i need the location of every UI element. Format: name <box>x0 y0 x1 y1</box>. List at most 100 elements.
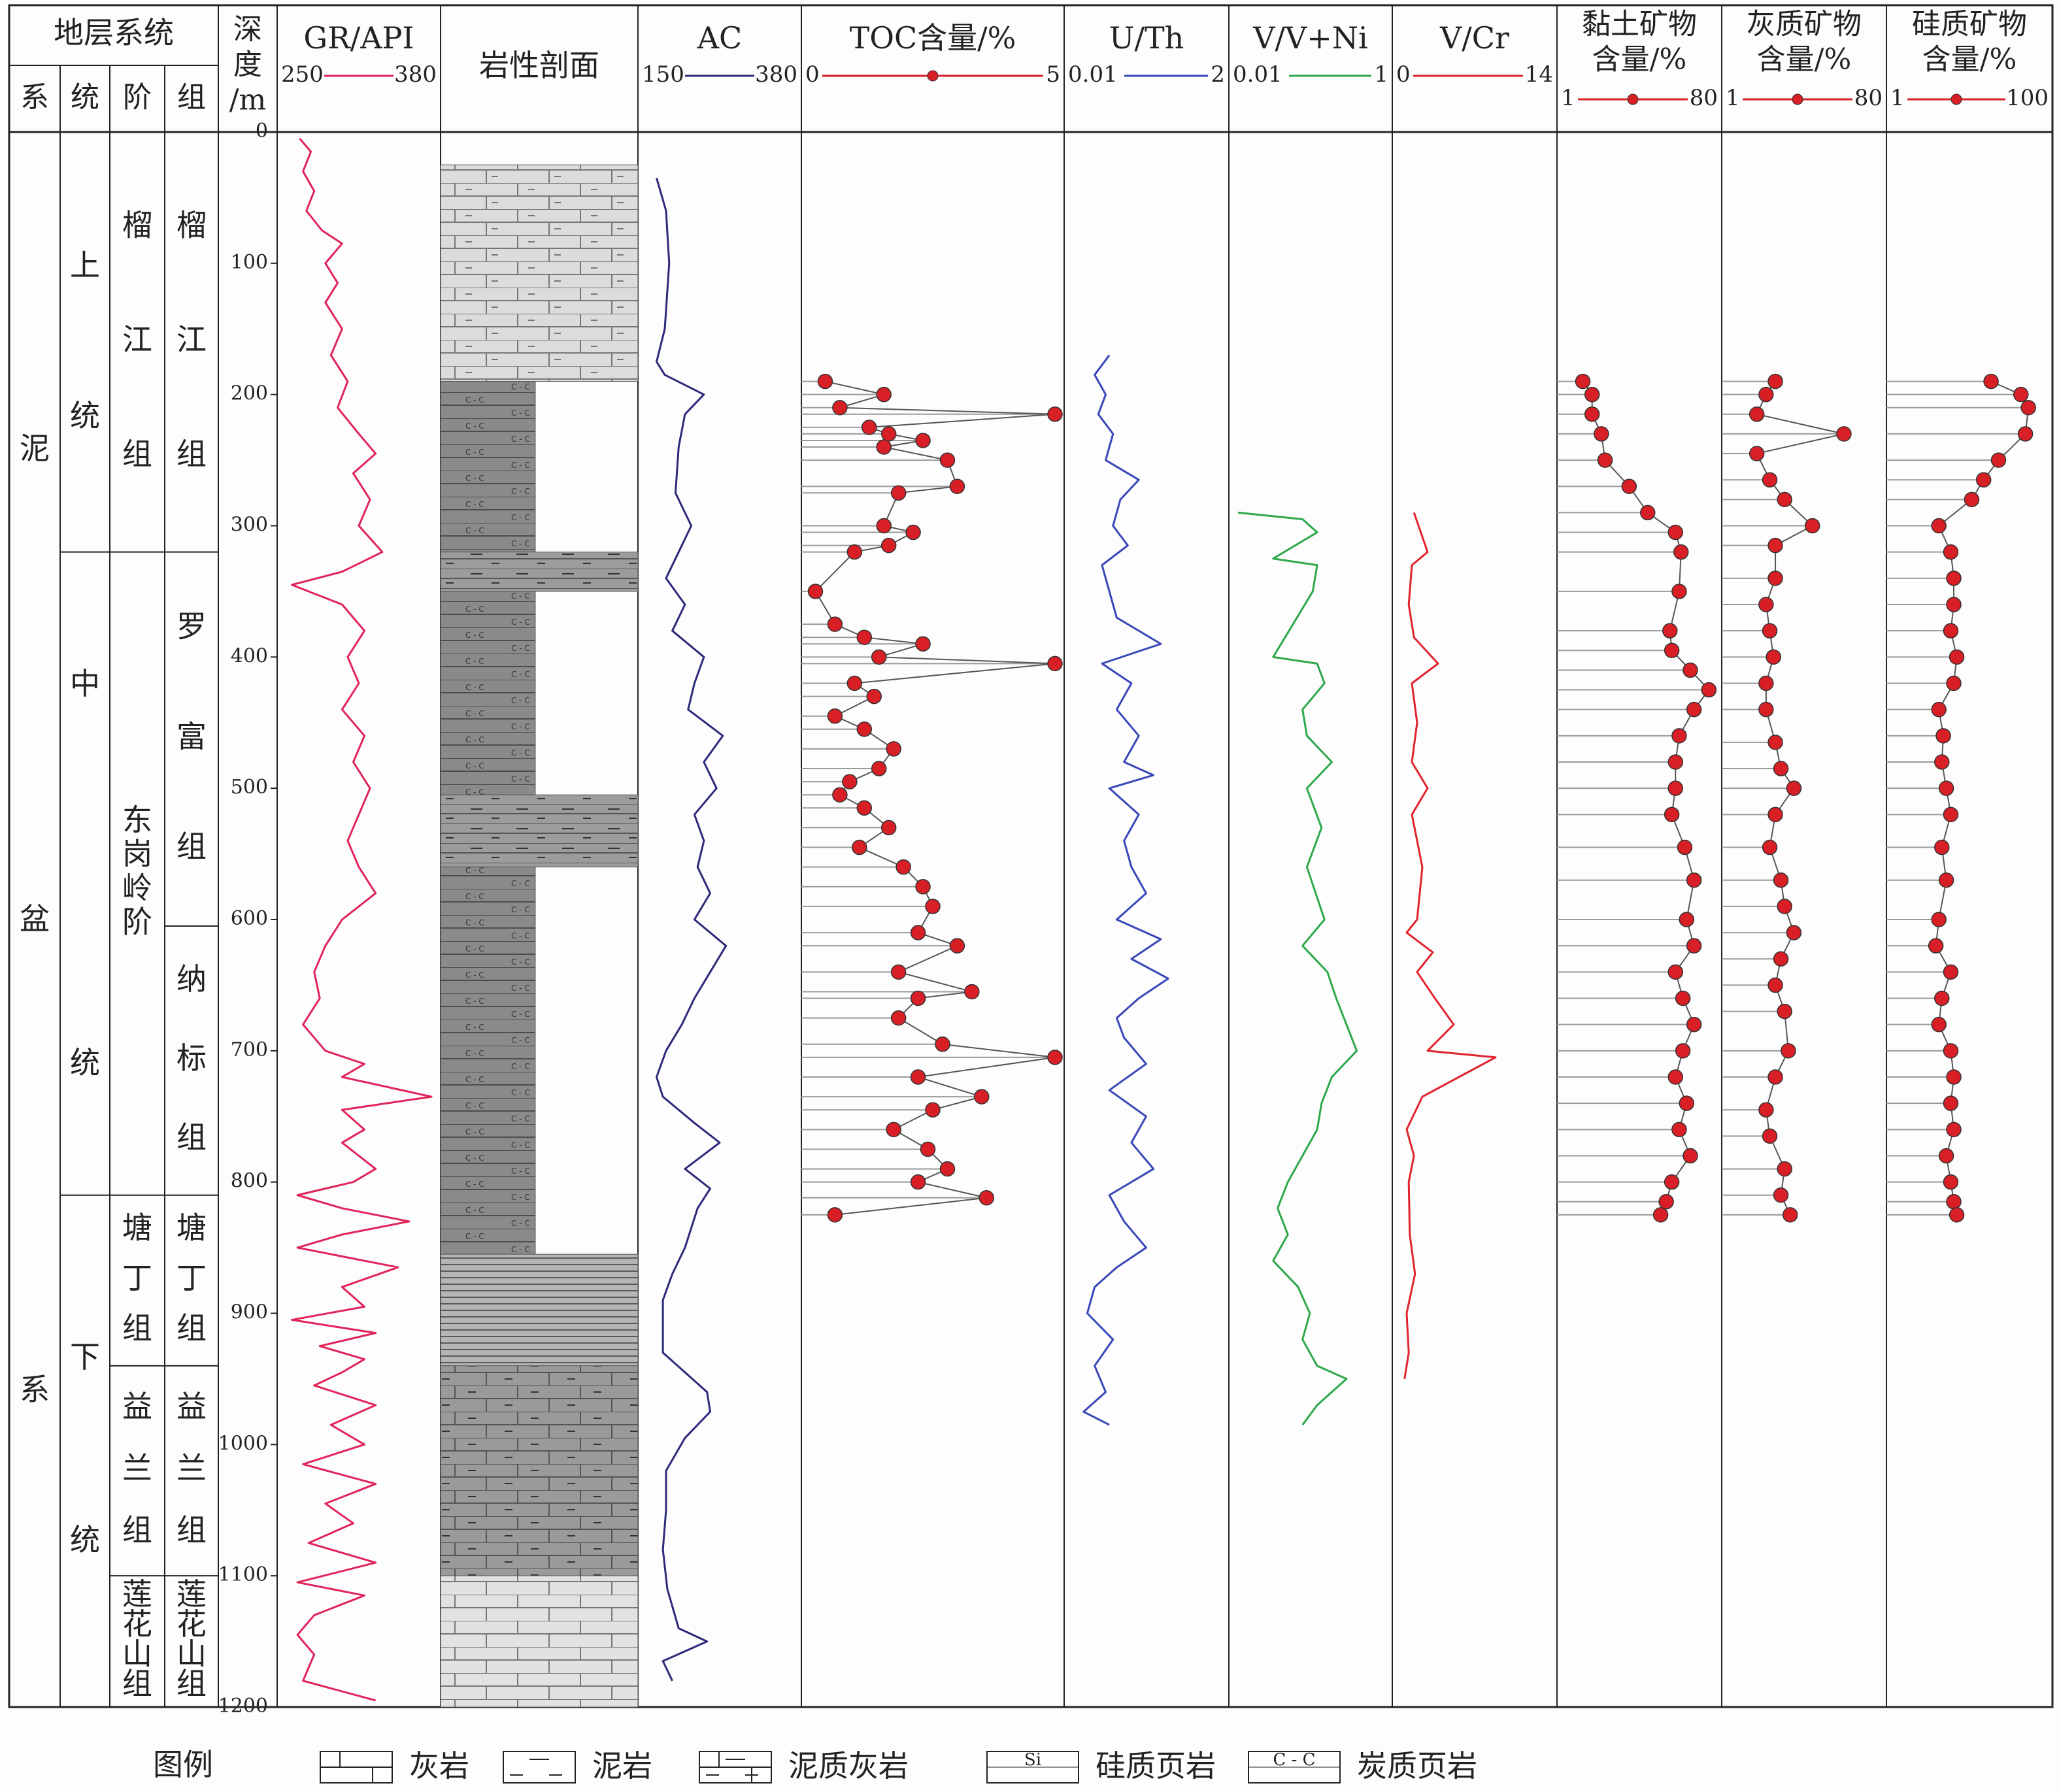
calc-point <box>1777 1161 1792 1177</box>
formation-char: 益 <box>176 1389 207 1424</box>
calc-point <box>1805 518 1820 534</box>
calc-point <box>1836 426 1852 442</box>
calc-point <box>1777 1003 1792 1020</box>
calc-point <box>1773 761 1789 776</box>
clay-scale-min: 1 <box>1561 85 1575 111</box>
calc-point <box>1762 839 1778 855</box>
toc-point <box>856 800 873 816</box>
toc-point <box>866 688 882 705</box>
uth-curve <box>1082 354 1169 1426</box>
toc-point <box>846 544 863 560</box>
toc-point <box>949 478 965 494</box>
legend-label: 泥质灰岩 <box>788 1748 909 1784</box>
toc-point <box>871 761 887 776</box>
formation-char: 组 <box>176 1512 207 1548</box>
sil-point <box>1938 872 1954 888</box>
sil-point <box>1931 518 1947 534</box>
legend-swatch-brick <box>320 1751 392 1783</box>
clay-point <box>1675 1043 1691 1059</box>
stage-char: 花 <box>122 1606 152 1642</box>
clay-point <box>1679 1095 1695 1111</box>
clay-point <box>1667 524 1684 540</box>
toc-point <box>876 439 892 455</box>
clay-point <box>1664 1174 1680 1190</box>
calc-point <box>1749 446 1765 461</box>
clay-point <box>1667 754 1684 770</box>
ac-scale-max: 380 <box>755 61 797 88</box>
toc-point <box>920 1141 936 1157</box>
sil-point <box>1938 1148 1954 1164</box>
toc-point <box>949 938 965 954</box>
clay-point <box>1667 964 1684 980</box>
series-char: 中 <box>70 666 100 701</box>
clay-series <box>1557 373 1717 1223</box>
toc-point <box>856 629 873 645</box>
toc-point <box>979 1190 995 1206</box>
vvni-scale-max: 1 <box>1374 61 1388 88</box>
clay-track-title: 黏土矿物 <box>1582 8 1697 41</box>
stage-char: 山 <box>122 1636 152 1671</box>
clay-point <box>1667 780 1684 796</box>
sil-point <box>1934 990 1950 1006</box>
toc-scale-min: 0 <box>805 61 820 88</box>
toc-point <box>846 675 863 691</box>
sil-point <box>1931 1016 1947 1033</box>
toc-point <box>827 708 843 724</box>
calc-point <box>1786 925 1802 940</box>
lithology-bed <box>440 1575 639 1708</box>
legend-item: 灰岩 <box>320 1748 469 1784</box>
stage-char: 组 <box>122 1512 152 1548</box>
calc-point <box>1767 537 1783 554</box>
toc-point <box>807 584 824 599</box>
toc-point <box>880 537 897 554</box>
legend-title: 图例 <box>153 1747 213 1782</box>
calc-point <box>1782 1207 1798 1223</box>
stage-char: 江 <box>122 322 152 357</box>
toc-point <box>827 616 843 632</box>
toc-point <box>890 964 907 980</box>
clay-point <box>1664 806 1680 823</box>
vvni-track-title: V/V+Ni <box>1252 20 1367 56</box>
legend-item: 泥岩 <box>503 1748 652 1784</box>
gr-curve <box>291 138 433 1702</box>
clay-point <box>1671 728 1687 744</box>
clay-point <box>1640 505 1656 521</box>
toc-point <box>890 1010 907 1026</box>
depth-tick-label: 800 <box>231 1170 268 1193</box>
sil-scale-max: 100 <box>2006 85 2049 111</box>
calc-point <box>1777 899 1792 914</box>
stage-char: 莲 <box>122 1576 152 1612</box>
calc-point <box>1767 806 1783 823</box>
sil-track-title: 硅质矿物 <box>1912 8 2027 41</box>
sil-point <box>1943 544 1959 560</box>
toc-point <box>910 1174 926 1190</box>
sil-point <box>1934 839 1950 855</box>
lithology-bed <box>440 867 536 1255</box>
calc-scale-min: 1 <box>1726 85 1740 111</box>
sil-scale-marker <box>1950 93 1962 105</box>
toc-point <box>1047 407 1063 422</box>
toc-point <box>856 722 873 737</box>
calc-point <box>1762 623 1778 639</box>
strat-col-header: 统 <box>71 81 99 114</box>
toc-point <box>871 649 887 665</box>
series-char: 统 <box>70 1522 100 1557</box>
calc-point <box>1767 735 1783 750</box>
legend-swatch <box>503 1751 576 1784</box>
clay-point <box>1621 478 1637 494</box>
sil-point <box>1943 1174 1959 1190</box>
depth-tick-label: 300 <box>231 514 268 537</box>
clay-track-title: 含量/% <box>1592 43 1687 76</box>
clay-point <box>1686 872 1702 888</box>
depth-header: /m <box>229 84 267 117</box>
lithology-bed <box>440 794 639 868</box>
stage-char: 东 <box>122 803 152 838</box>
stage-char: 岭 <box>122 871 152 906</box>
formation-char: 组 <box>176 829 207 864</box>
stage-char: 阶 <box>122 904 152 940</box>
sil-point <box>2017 426 2034 442</box>
toc-point <box>915 636 931 652</box>
toc-point <box>974 1089 990 1104</box>
legend-swatch-glyph: Si <box>1024 1750 1041 1770</box>
sil-point <box>1943 806 1959 823</box>
